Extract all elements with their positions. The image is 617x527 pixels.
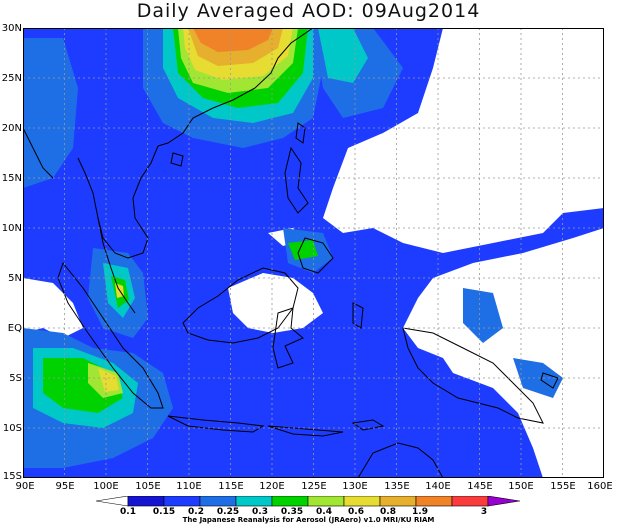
aod-low-region-bay [23, 278, 83, 338]
colorbar-arrow-high [487, 496, 520, 507]
coastline-new-guinea [402, 327, 544, 424]
coastline-philippines-mindanao [297, 237, 334, 274]
colorbar-label-9: 1.9 [412, 507, 428, 517]
coastline-solomon [540, 372, 559, 389]
map-title: Daily Averaged AOD: 09Aug2014 [136, 0, 481, 22]
colorbar-label-7: 0.6 [348, 507, 364, 517]
aod-level-040-sw [98, 368, 119, 392]
coastline-java [167, 415, 265, 433]
aod-level-020-west [23, 38, 78, 188]
lon-label-150e: 150E [508, 481, 534, 492]
colorbar-cell-1 [163, 496, 201, 507]
lon-label-100e: 100E [93, 481, 119, 492]
colorbar-label-5: 0.35 [280, 507, 304, 517]
coastline-china [157, 28, 314, 147]
lon-label-130e: 130E [342, 481, 368, 492]
coastline-borneo [182, 267, 299, 344]
colorbar-label-0: 0.1 [120, 507, 136, 517]
aod-level-025-ne [318, 28, 368, 83]
colorbar-label-1: 0.15 [152, 507, 176, 517]
lat-label-5s: 5S [9, 373, 22, 384]
coastline-taiwan [295, 122, 306, 144]
lon-label-90e: 90E [15, 481, 35, 492]
aod-low-region-ne [323, 28, 604, 253]
lon-label-95e: 95E [55, 481, 75, 492]
lon-label-135e: 135E [384, 481, 410, 492]
lon-label-120e: 120E [259, 481, 285, 492]
aod-level-080-north [193, 28, 273, 52]
colorbar-label-2: 0.2 [188, 507, 204, 517]
aod-level-030-phil [288, 240, 318, 260]
lon-label-110e: 110E [176, 481, 202, 492]
colorbar-cell-4 [271, 496, 309, 507]
colorbar-cell-3 [235, 496, 273, 507]
colorbar-cell-6 [343, 496, 381, 507]
colorbar-label-10: 3 [480, 507, 488, 517]
aod-low-region-borneo [228, 273, 323, 333]
lat-label-15n: 15N [1, 173, 22, 184]
colorbar-label-6: 0.4 [316, 507, 332, 517]
lon-label-160e: 160E [587, 481, 613, 492]
lon-label-105e: 105E [135, 481, 161, 492]
map-frame [23, 28, 604, 478]
lat-label-10s: 10S [2, 423, 22, 434]
credit-line: The Japanese Reanalysis for Aerosol (JRA… [182, 516, 435, 524]
colorbar-arrow-low [96, 496, 129, 507]
coastline-india [23, 127, 54, 179]
colorbar-cell-8 [415, 496, 453, 507]
lon-label-145e: 145E [467, 481, 493, 492]
lat-label-30n: 30N [1, 23, 22, 34]
colorbar [96, 496, 520, 507]
colorbar-cell-9 [451, 496, 489, 507]
colorbar-cell-5 [307, 496, 345, 507]
colorbar-label-8: 0.8 [380, 507, 396, 517]
colorbar-label-4: 0.3 [252, 507, 268, 517]
lat-label-25n: 25N [1, 73, 22, 84]
lon-label-140e: 140E [425, 481, 451, 492]
coastline-halmahera [352, 302, 364, 329]
colorbar-cell-7 [379, 496, 417, 507]
coastline-sulawesi [272, 307, 304, 369]
colorbar-cells [127, 496, 489, 507]
lon-label-155e: 155E [550, 481, 576, 492]
lat-label-eq: EQ [7, 323, 22, 334]
coastline-indochina [77, 145, 159, 259]
gridlines [23, 28, 604, 478]
aod-low-region-se [403, 228, 604, 478]
coastline-philippines-luzon [284, 146, 309, 214]
aod-level-020-east [463, 288, 503, 343]
colorbar-cell-0 [127, 496, 165, 507]
lat-label-20n: 20N [1, 123, 22, 134]
lon-label-125e: 125E [301, 481, 327, 492]
colorbar-cell-2 [199, 496, 237, 507]
colorbar-label-3: 0.25 [216, 507, 240, 517]
lat-label-10n: 10N [1, 223, 22, 234]
coastline-australia [357, 442, 444, 478]
coastline-hainan [170, 152, 184, 167]
aod-map [23, 28, 604, 478]
lat-label-15s: 15S [2, 471, 22, 482]
lat-label-5n: 5N [8, 273, 22, 284]
lon-label-115e: 115E [218, 481, 244, 492]
